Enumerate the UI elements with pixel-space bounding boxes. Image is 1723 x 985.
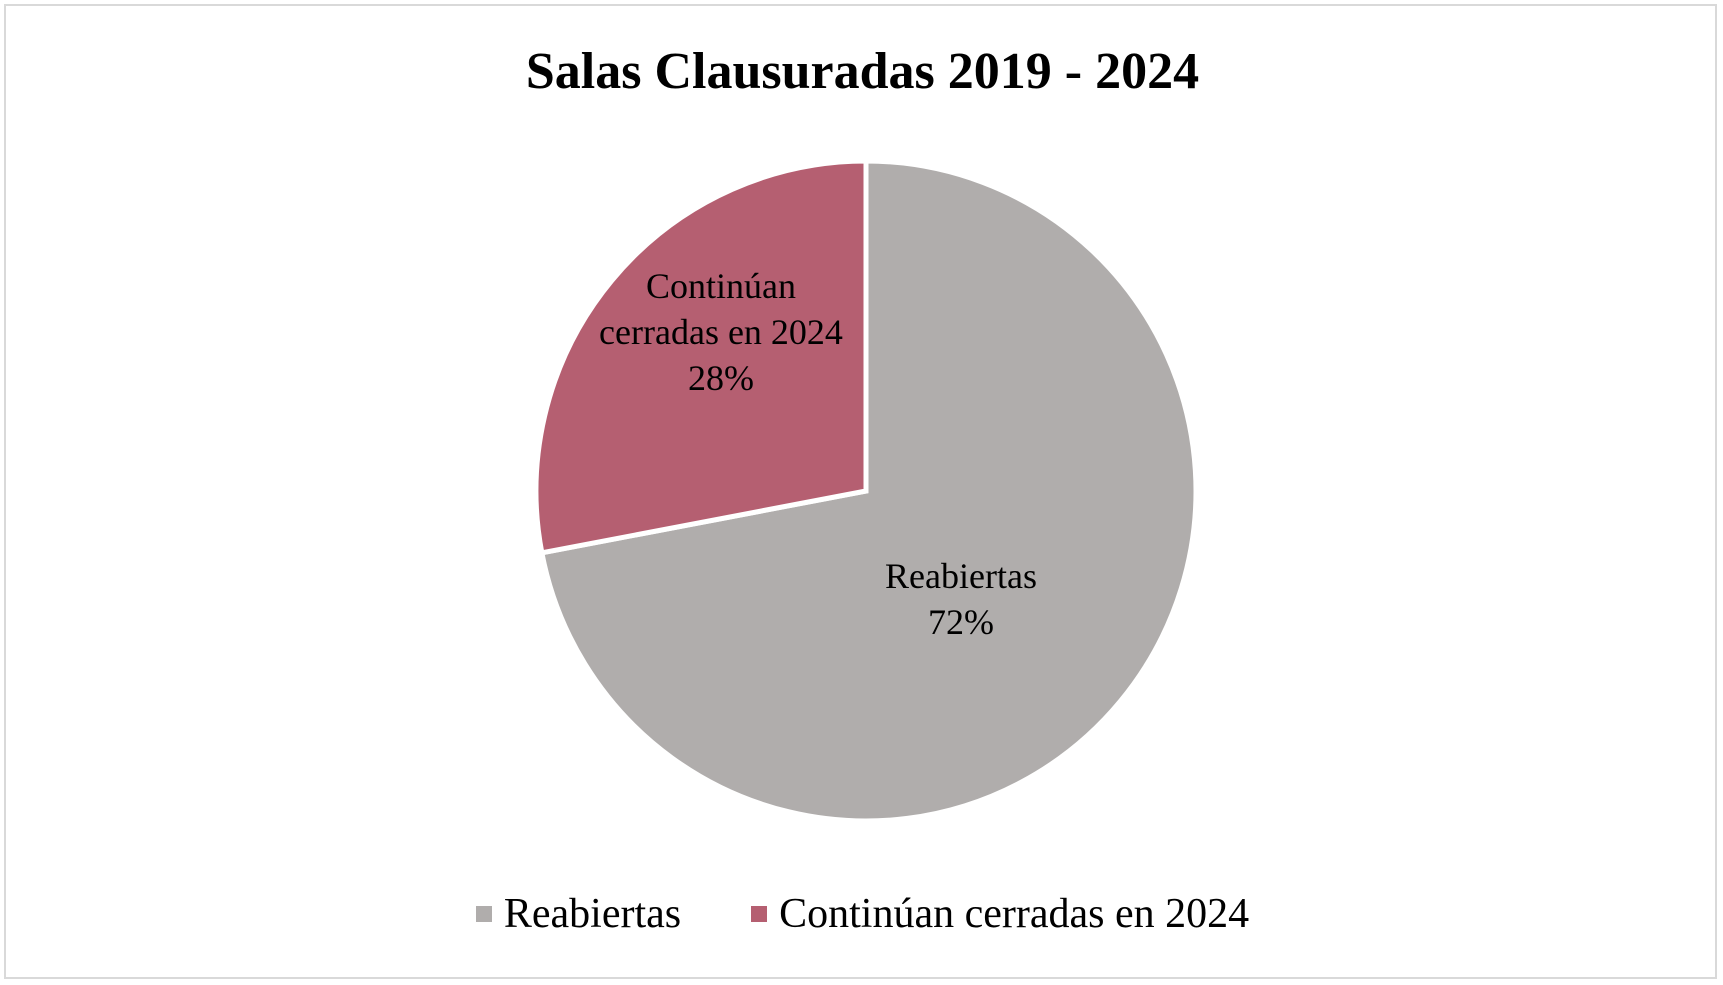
pie-slice-0 xyxy=(538,158,1199,824)
slice-label-0-line-1: 72% xyxy=(928,602,994,642)
chart-frame: Salas Clausuradas 2019 - 2024 Reabiertas… xyxy=(4,4,1717,979)
legend-swatch-continuan-cerradas xyxy=(751,906,768,922)
slice-label-1: Continúan cerradas en 2024 28% xyxy=(599,266,843,398)
slice-label-1-line-0: Continúan xyxy=(646,266,796,306)
slice-label-1-line-1: cerradas en 2024 xyxy=(599,312,843,352)
slice-label-0: Reabiertas 72% xyxy=(885,556,1037,642)
pie-slice-1 xyxy=(533,158,869,556)
slice-label-1-line-2: 28% xyxy=(688,358,754,398)
chart-legend: Reabiertas Continúan cerradas en 2024 xyxy=(6,890,1719,938)
legend-item-reabiertas: Reabiertas xyxy=(475,890,682,938)
legend-label-reabiertas: Reabiertas xyxy=(503,891,682,937)
slice-label-0-line-0: Reabiertas xyxy=(885,556,1037,596)
pie-chart: Reabiertas 72% Continúan cerradas en 2024 28… xyxy=(533,158,1199,824)
chart-title: Salas Clausuradas 2019 - 2024 xyxy=(525,43,1200,100)
legend-swatch-reabiertas xyxy=(475,906,492,922)
legend-item-continuan-cerradas: Continúan cerradas en 2024 xyxy=(751,890,1249,938)
legend-label-continuan-cerradas: Continúan cerradas en 2024 xyxy=(779,891,1250,937)
